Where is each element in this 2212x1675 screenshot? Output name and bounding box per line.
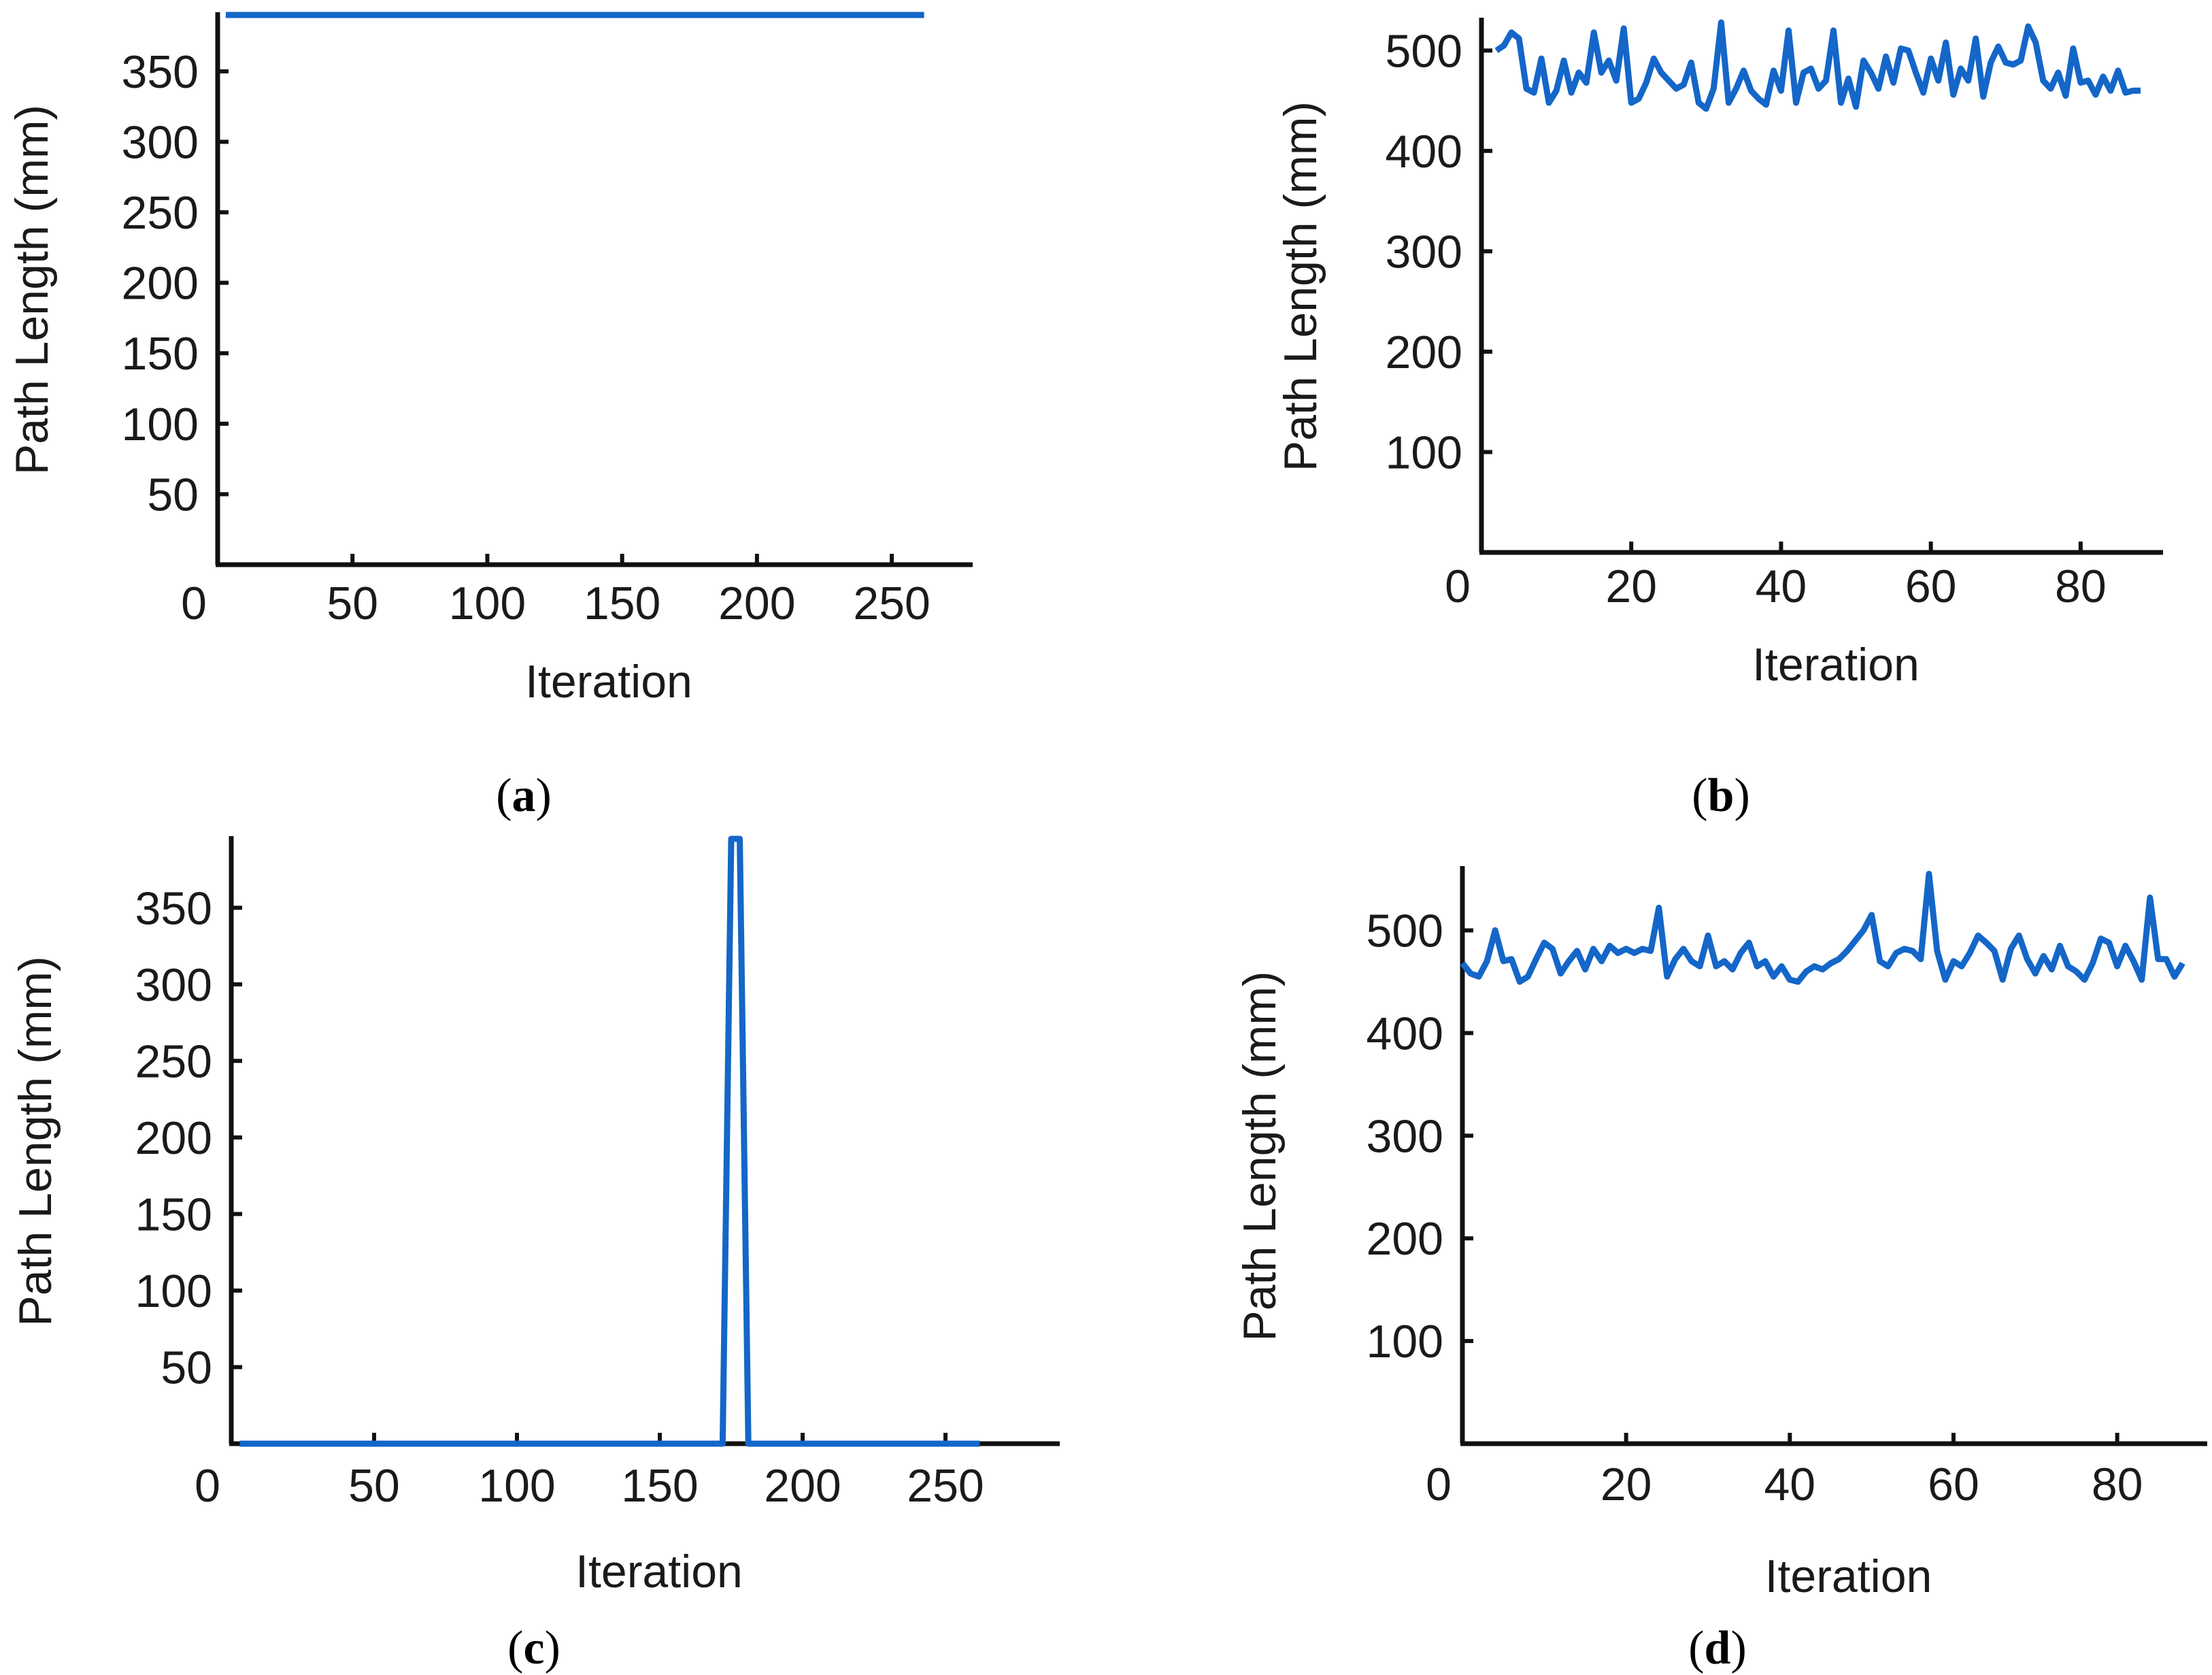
series-line	[1494, 19, 2141, 112]
y-axis-title: Path Length (mm)	[10, 956, 61, 1326]
x-tick-label: 250	[907, 1460, 984, 1512]
y-tick-label: 100	[135, 1265, 212, 1317]
chart-panel-a: 0 50 100 150 200 250 50 100 150 200 250 300 350 Itera…	[6, 12, 973, 822]
y-tick-label: 150	[135, 1189, 212, 1240]
x-tick-label: 60	[1928, 1459, 1979, 1510]
x-tick-label: 50	[326, 578, 378, 629]
y-tick-label: 500	[1386, 25, 1462, 77]
x-tick-label: 0	[181, 578, 207, 629]
x-tick-label: 60	[1905, 561, 1957, 612]
x-tick-label: 200	[718, 578, 795, 629]
panel-caption: (d)	[1688, 1622, 1747, 1674]
panel-caption: (c)	[507, 1622, 560, 1674]
y-tick-label: 50	[147, 469, 199, 520]
x-tick-label: 0	[1445, 561, 1471, 612]
panel-caption-letter: d	[1705, 1622, 1731, 1674]
y-tick-label: 50	[161, 1342, 212, 1393]
x-tick-label: 20	[1601, 1459, 1652, 1510]
y-tick-label: 350	[135, 882, 212, 934]
panel-caption-letter: a	[512, 769, 536, 822]
x-tick-label: 100	[449, 578, 526, 629]
x-tick-label: 0	[195, 1460, 220, 1512]
x-tick-label: 80	[2092, 1459, 2143, 1510]
y-tick-label: 400	[1367, 1008, 1443, 1059]
x-axis-title: Iteration	[1752, 639, 1920, 691]
y-tick-label: 200	[1386, 327, 1462, 378]
x-axis-title: Iteration	[525, 656, 692, 708]
panel-caption: (a)	[496, 769, 552, 822]
x-tick-label: 250	[853, 578, 930, 629]
panel-caption-letter: b	[1708, 769, 1735, 822]
chart-panel-d: 0 20 40 60 80 100 200 300 400 500 Iteration Path Le…	[1234, 866, 2207, 1674]
y-tick-label: 400	[1386, 126, 1462, 178]
chart-panel-c: 0 50 100 150 200 250 50 100 150 200 250 300 350 Itera…	[10, 835, 1060, 1674]
y-tick-label: 300	[122, 116, 199, 168]
x-tick-label: 80	[2055, 561, 2107, 612]
x-tick-label: 200	[764, 1460, 841, 1512]
x-axis-title: Iteration	[1765, 1550, 1932, 1602]
y-tick-label: 200	[135, 1112, 212, 1164]
x-tick-label: 150	[584, 578, 660, 629]
y-tick-label: 300	[1386, 226, 1462, 278]
y-tick-label: 100	[1386, 427, 1462, 478]
x-tick-label: 40	[1756, 561, 1807, 612]
series-line	[239, 835, 980, 1447]
y-tick-label: 100	[1367, 1316, 1443, 1367]
x-tick-label: 50	[348, 1460, 400, 1512]
y-tick-label: 250	[135, 1035, 212, 1087]
y-axis-title: Path Length (mm)	[1234, 971, 1286, 1341]
y-axis-title: Path Length (mm)	[1275, 101, 1326, 471]
x-tick-label: 150	[621, 1460, 698, 1512]
x-tick-label: 20	[1605, 561, 1657, 612]
x-tick-label: 100	[478, 1460, 555, 1512]
x-axis-title: Iteration	[575, 1546, 743, 1597]
panel-caption-letter: c	[523, 1622, 544, 1674]
chart-panel-b: 0 20 40 60 80 100 200 300 400 500 Iteration Path Le…	[1275, 18, 2163, 822]
y-tick-label: 300	[135, 959, 212, 1011]
y-tick-label: 500	[1367, 906, 1443, 957]
x-tick-label: 40	[1764, 1459, 1815, 1510]
y-tick-label: 200	[1367, 1213, 1443, 1265]
y-tick-label: 300	[1367, 1110, 1443, 1162]
series-line	[1460, 871, 2185, 985]
y-tick-label: 200	[122, 258, 199, 310]
y-tick-label: 100	[122, 399, 199, 450]
panel-caption: (b)	[1692, 769, 1750, 822]
x-tick-label: 0	[1426, 1459, 1452, 1510]
y-tick-label: 150	[122, 328, 199, 380]
y-tick-label: 250	[122, 187, 199, 239]
y-tick-label: 350	[122, 46, 199, 98]
y-axis-title: Path Length (mm)	[6, 105, 58, 475]
